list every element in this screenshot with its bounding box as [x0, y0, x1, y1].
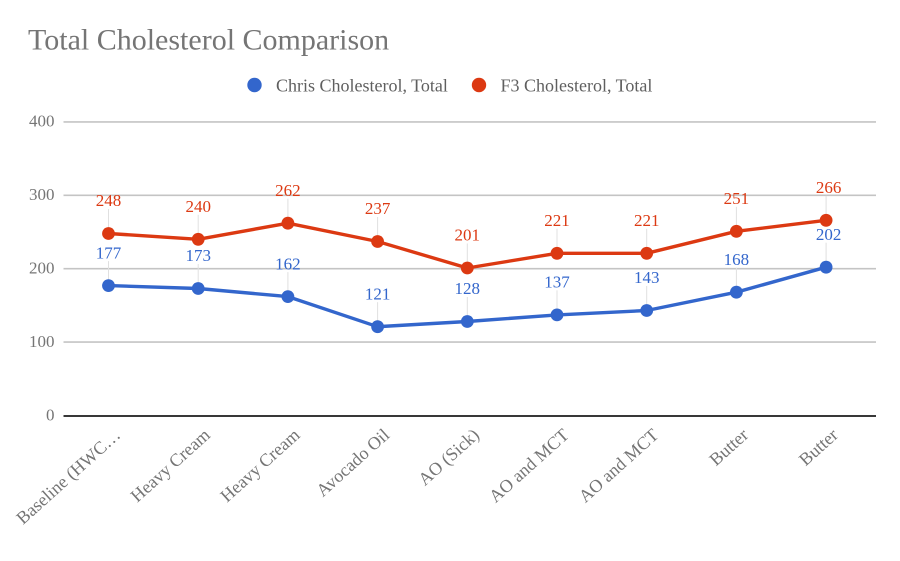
svg-text:237: 237 — [365, 199, 391, 218]
svg-text:168: 168 — [724, 250, 750, 269]
svg-text:128: 128 — [455, 279, 481, 298]
svg-text:251: 251 — [724, 189, 750, 208]
svg-text:201: 201 — [455, 226, 481, 245]
svg-text:221: 221 — [544, 211, 570, 230]
svg-text:240: 240 — [185, 197, 211, 216]
svg-text:162: 162 — [275, 254, 301, 273]
svg-text:177: 177 — [96, 243, 122, 262]
svg-text:0: 0 — [46, 405, 55, 424]
svg-text:200: 200 — [29, 259, 55, 278]
svg-text:221: 221 — [634, 211, 660, 230]
svg-text:262: 262 — [275, 181, 301, 200]
svg-text:400: 400 — [29, 112, 55, 131]
svg-text:100: 100 — [29, 332, 55, 351]
svg-text:137: 137 — [544, 273, 570, 292]
svg-text:121: 121 — [365, 284, 391, 303]
svg-text:202: 202 — [816, 225, 842, 244]
svg-text:Total Cholesterol Comparison: Total Cholesterol Comparison — [28, 24, 389, 57]
svg-text:Chris Cholesterol, Total: Chris Cholesterol, Total — [276, 76, 448, 96]
svg-text:300: 300 — [29, 185, 55, 204]
svg-text:173: 173 — [185, 246, 211, 265]
svg-text:143: 143 — [634, 268, 660, 287]
svg-text:F3 Cholesterol, Total: F3 Cholesterol, Total — [501, 76, 653, 96]
svg-text:248: 248 — [96, 191, 122, 210]
svg-text:266: 266 — [816, 178, 842, 197]
